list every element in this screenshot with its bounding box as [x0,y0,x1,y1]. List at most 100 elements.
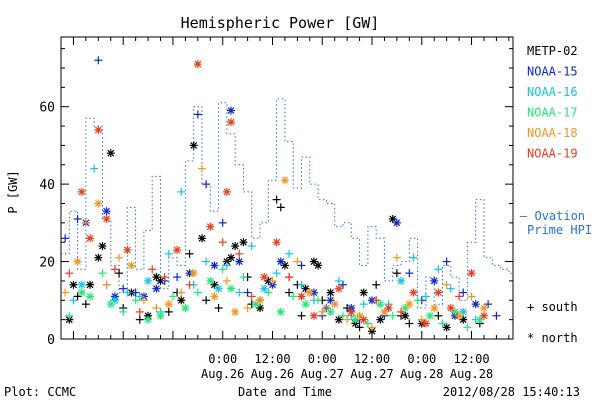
north-point-noaa-15 [276,257,285,266]
plot-timestamp: 2012/08/28 15:40:13 [443,385,580,399]
marker-stroke [314,262,322,269]
marker-stroke [152,285,160,293]
chart-title: Hemispheric Power [GW] [181,14,380,32]
marker-stroke [426,312,434,320]
marker-stroke [397,277,405,285]
marker-stroke [86,292,94,300]
south-point-noaa-15 [119,284,128,293]
marker-stroke [335,316,343,324]
marker-stroke [472,300,480,308]
south-point-metp-02 [355,323,364,332]
north-point-noaa-18 [164,300,173,309]
x-tick-date: Aug.28 [450,367,493,381]
north-point-noaa-17 [156,311,165,320]
north-point-noaa-17 [276,307,285,316]
south-point-noaa-18 [392,253,401,262]
marker-stroke [227,107,235,114]
south-point-noaa-18 [139,296,148,305]
marker-stroke [443,323,451,331]
south-point-noaa-18 [197,164,206,173]
south-point-noaa-16 [434,265,443,274]
south-point-noaa-16 [235,288,244,297]
south-point-noaa-15 [173,273,182,282]
marker-stroke [327,289,334,296]
north-point-noaa-16 [397,276,406,285]
north-point-noaa-15 [392,218,401,227]
south-point-noaa-19 [218,238,227,247]
marker-stroke [302,300,310,308]
south-point-noaa-18 [343,315,352,324]
south-point-noaa-18 [177,288,186,297]
marker-stroke [94,126,102,134]
x-tick-time: 0:00 [308,352,337,366]
marker-stroke [385,304,393,312]
south-point-noaa-16 [164,249,173,258]
marker-stroke [107,149,115,157]
south-point-noaa-17 [388,311,397,320]
marker-stroke [78,281,86,289]
south-point-noaa-18 [318,307,327,316]
marker-stroke [302,285,310,293]
south-point-noaa-18 [102,280,111,289]
ovation-step-line [61,98,513,309]
south-point-metp-02 [115,269,124,278]
north-point-noaa-17 [106,300,115,309]
south-point-metp-02 [434,311,443,320]
south-point-noaa-17 [98,269,107,278]
marker-stroke [123,246,131,254]
south-point-noaa-16 [247,242,256,251]
north-point-noaa-16 [144,276,153,285]
x-tick-time: 12:00 [354,352,390,366]
north-point-noaa-19 [272,238,281,247]
north-point-noaa-19 [446,304,455,313]
north-point-noaa-18 [455,311,464,320]
x-tick-date: Aug.26 [251,367,294,381]
south-point-noaa-17 [239,273,248,282]
marker-stroke [173,246,181,254]
marker-stroke [206,277,214,285]
north-point-noaa-18 [305,288,314,297]
north-point-noaa-15 [326,296,335,305]
south-point-noaa-19 [285,273,294,282]
marker-stroke [298,292,305,300]
marker-stroke [256,296,264,304]
legend-north-marker: * north [527,331,578,345]
south-point-noaa-15 [94,56,103,65]
south-point-noaa-16 [90,164,99,173]
north-point-noaa-19 [77,187,86,196]
south-point-noaa-19 [110,265,119,274]
marker-stroke [211,281,218,289]
north-point-noaa-18 [280,176,289,185]
north-point-noaa-15 [471,300,480,309]
north-point-noaa-17 [301,300,310,309]
marker-stroke [360,289,368,296]
north-point-noaa-17 [86,292,95,301]
y-tick-label: 40 [39,178,55,193]
south-point-noaa-17 [363,319,372,328]
south-point-noaa-16 [69,296,78,305]
legend-ovation-line1: — Ovation [520,209,585,223]
marker-stroke [281,176,289,184]
north-point-noaa-17 [426,311,435,320]
marker-stroke [70,281,77,289]
north-point-metp-02 [106,149,115,158]
south-point-noaa-19 [185,280,194,289]
marker-stroke [144,316,152,324]
x-tick-time: 0:00 [208,352,237,366]
marker-stroke [310,258,318,265]
south-point-metp-02 [285,288,294,297]
marker-stroke [430,304,438,312]
north-point-noaa-19 [222,187,231,196]
south-point-noaa-16 [359,300,368,309]
north-point-metp-02 [314,261,323,270]
south-point-noaa-15 [218,218,227,227]
north-point-metp-02 [86,280,95,289]
y-tick-label: 20 [39,256,55,271]
marker-stroke [327,296,334,304]
south-point-metp-02 [276,203,285,212]
south-point-noaa-15 [338,280,347,289]
legend-entry: NOAA-16 [527,85,578,99]
marker-stroke [277,308,285,316]
north-point-noaa-19 [123,245,132,254]
south-point-noaa-19 [322,304,331,313]
